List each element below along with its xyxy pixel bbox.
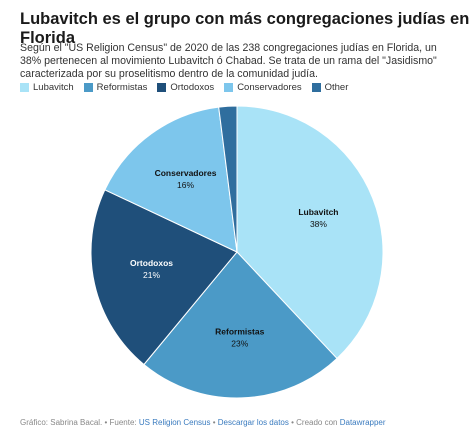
legend-swatch (20, 83, 29, 92)
slice-name: Lubavitch (298, 207, 338, 217)
tool-link[interactable]: Datawrapper (339, 418, 386, 427)
source-label: Fuente: (109, 418, 137, 427)
legend-item: Conservadores (224, 82, 302, 93)
legend-label: Conservadores (237, 82, 302, 93)
slice-value-label: 21% (143, 270, 160, 280)
slice-value-label: 38% (310, 219, 327, 229)
pie-slice (104, 106, 238, 253)
chart-subtitle: Según el "US Religion Census" de 2020 de… (20, 42, 437, 80)
legend-label: Lubavitch (33, 82, 74, 93)
legend-label: Ortodoxos (170, 82, 215, 93)
source-link[interactable]: US Religion Census (138, 418, 211, 427)
credit: Gráfico: Sabrina Bacal. (20, 418, 103, 427)
legend-swatch (224, 83, 234, 92)
legend: Lubavitch Reformistas Ortodoxos Conservador… (20, 82, 348, 93)
slice-value-label: 16% (177, 180, 194, 190)
pie-slice (236, 105, 384, 360)
slice-name: Conservadores (155, 168, 217, 178)
legend-label: Other (324, 82, 349, 93)
legend-swatch (157, 83, 167, 92)
chart-title: Lubavitch es el grupo con más congregaci… (20, 10, 470, 47)
pie-slice (143, 251, 338, 399)
legend-item: Reformistas (83, 82, 148, 93)
legend-item: Lubavitch (20, 82, 74, 93)
legend-swatch (311, 83, 321, 92)
pie-slice (218, 105, 238, 253)
download-link[interactable]: Descargar los datos (217, 418, 289, 427)
legend-label: Reformistas (96, 82, 148, 93)
slice-value-label: 23% (231, 339, 248, 349)
slice-name: Reformistas (215, 327, 264, 337)
footer: Gráfico: Sabrina Bacal. • Fuente: US Rel… (20, 418, 386, 427)
legend-item: Ortodoxos (157, 82, 214, 93)
created-with: Creado con (296, 418, 338, 427)
pie-slice (90, 189, 238, 366)
legend-item: Other (311, 82, 349, 93)
legend-swatch (83, 83, 93, 92)
slice-name: Ortodoxos (130, 258, 173, 268)
